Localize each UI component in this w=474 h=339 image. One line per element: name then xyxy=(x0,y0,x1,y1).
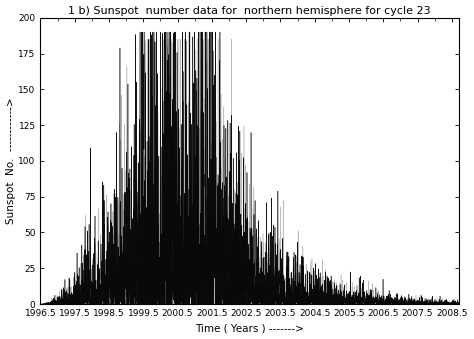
Y-axis label: Sunspot  No.  ------------>: Sunspot No. ------------> xyxy=(6,98,16,224)
Title: 1 b) Sunspot  number data for  northern hemisphere for cycle 23: 1 b) Sunspot number data for northern he… xyxy=(68,5,431,16)
X-axis label: Time ( Years ) ------->: Time ( Years ) -------> xyxy=(195,323,304,334)
